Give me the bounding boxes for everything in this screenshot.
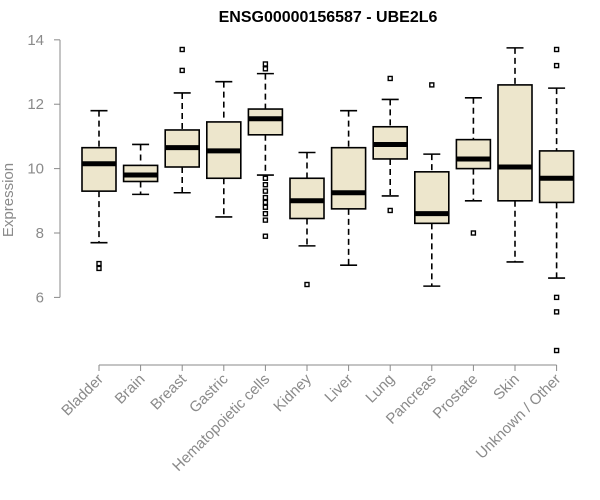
box-pancreas <box>413 82 450 287</box>
box-skin <box>497 47 533 263</box>
box-hematopoietic-cells <box>247 61 284 239</box>
outlier-point <box>553 294 560 301</box>
y-tick-label: 14 <box>27 32 44 49</box>
box-kidney <box>289 151 325 288</box>
box-unknown-other <box>538 46 575 354</box>
chart-title: ENSG00000156587 - UBE2L6 <box>219 9 438 26</box>
x-tick-label: Brain <box>112 371 149 408</box>
boxes <box>81 46 575 354</box>
outlier-point <box>553 46 560 53</box>
box-iqr <box>81 146 117 192</box>
x-tick-label: Breast <box>147 370 190 413</box>
box-bladder <box>81 109 117 272</box>
box-iqr <box>247 108 284 136</box>
outlier-point <box>96 260 102 267</box>
y-tick-label: 6 <box>36 289 44 306</box>
outlier-point <box>470 230 477 236</box>
outlier-point <box>262 175 269 181</box>
y-axis: 6 8 10 12 14 <box>27 32 61 306</box>
y-axis-label: Expression <box>0 163 17 237</box>
x-tick-label: Lung <box>362 371 398 407</box>
outlier-point <box>262 217 269 223</box>
x-tick-label: Kidney <box>270 370 315 415</box>
x-tick-label: Skin <box>490 371 523 404</box>
box-lung <box>372 75 409 214</box>
outlier-point <box>304 281 310 288</box>
outlier-point <box>262 182 269 188</box>
y-tick-label: 12 <box>27 96 44 113</box>
box-iqr <box>497 84 533 202</box>
x-tick-label: Prostate <box>430 371 482 423</box>
outlier-point <box>387 207 393 214</box>
outlier-point <box>262 188 269 194</box>
outlier-point <box>387 75 393 82</box>
box-prostate <box>455 96 492 236</box>
box-brain <box>122 143 159 196</box>
outlier-point <box>262 66 269 72</box>
outlier-point <box>179 67 185 74</box>
outlier-point <box>262 199 269 206</box>
box-gastric <box>206 80 242 218</box>
outlier-point <box>262 61 269 67</box>
outlier-point <box>553 62 560 69</box>
y-tick-label: 8 <box>36 225 44 242</box>
outlier-point <box>179 46 185 53</box>
outlier-point <box>553 309 560 315</box>
outlier-point <box>262 233 269 239</box>
outlier-point <box>262 210 269 217</box>
y-tick-label: 10 <box>27 161 44 178</box>
outlier-point <box>429 82 435 88</box>
outlier-point <box>96 265 102 272</box>
outlier-point <box>262 204 269 210</box>
x-tick-label: Liver <box>321 371 356 406</box>
outlier-point <box>553 347 560 354</box>
box-iqr <box>330 146 367 210</box>
box-liver <box>330 109 367 266</box>
box-iqr <box>455 138 492 170</box>
outlier-point <box>262 194 269 201</box>
x-tick-label: Bladder <box>58 371 107 420</box>
box-breast <box>164 46 200 194</box>
